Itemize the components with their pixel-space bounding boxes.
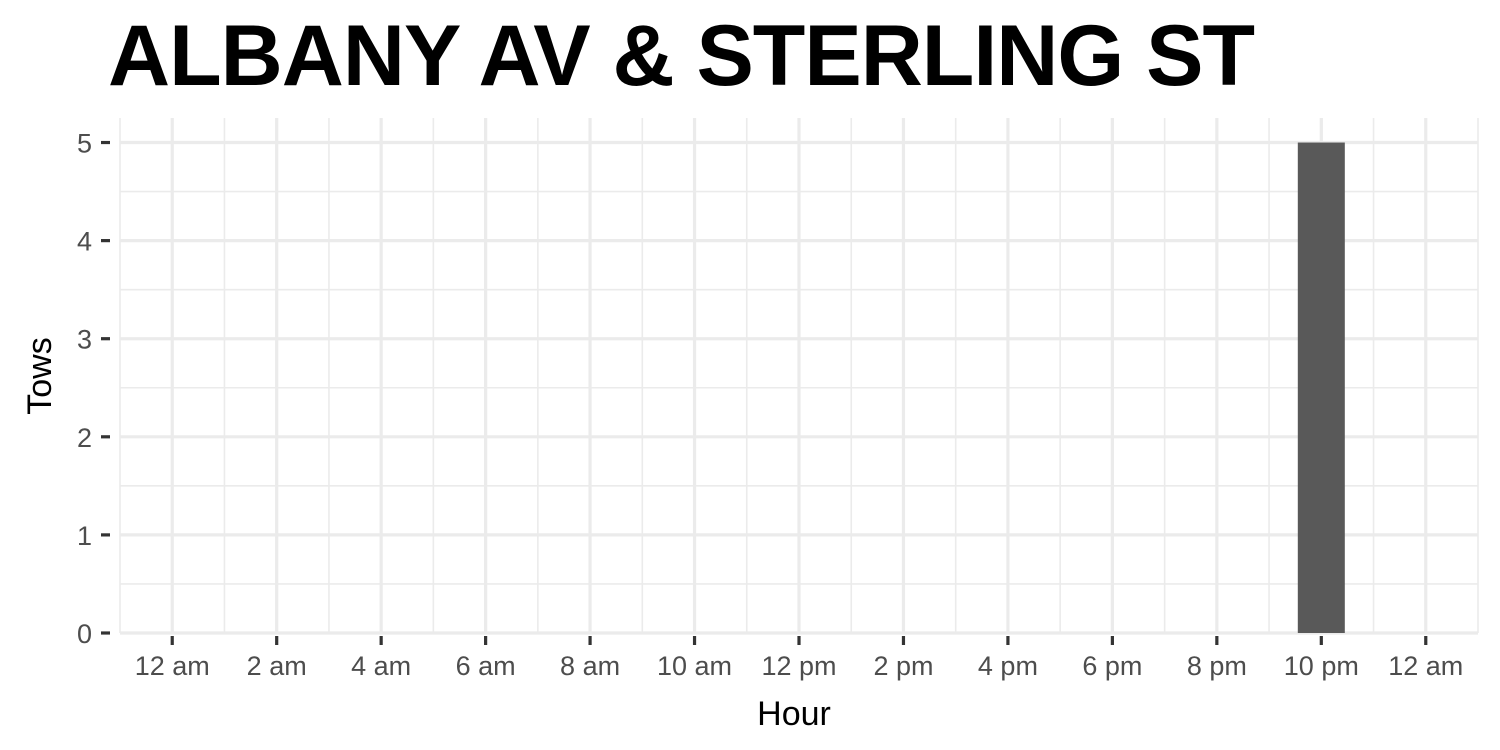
x-tick-label: 2 pm — [873, 651, 933, 681]
x-tick-label: 4 pm — [978, 651, 1038, 681]
y-tick-label: 4 — [77, 227, 92, 257]
x-axis-title: Hour — [757, 695, 831, 733]
y-tick-label: 1 — [77, 521, 92, 551]
x-tick-label: 10 am — [657, 651, 732, 681]
y-axis: 0 1 2 3 4 5 — [77, 129, 110, 649]
x-tick-label: 4 am — [351, 651, 411, 681]
bars — [1297, 142, 1345, 633]
x-tick-label: 2 am — [247, 651, 307, 681]
bar-22 — [1297, 142, 1345, 633]
x-tick-label: 8 am — [560, 651, 620, 681]
x-tick-label: 12 am — [1388, 651, 1463, 681]
y-tick-label: 3 — [77, 325, 92, 355]
y-tick-label: 0 — [77, 619, 92, 649]
x-axis: 12 am 2 am 4 am 6 am 8 am 10 am 12 pm 2 pm 4 pm 6… — [135, 636, 1463, 681]
major-gridlines — [120, 118, 1478, 635]
x-tick-label: 6 pm — [1082, 651, 1142, 681]
y-tick-label: 2 — [77, 423, 92, 453]
x-tick-label: 12 am — [135, 651, 210, 681]
y-axis-title: Tows — [21, 337, 59, 414]
x-tick-label: 12 pm — [761, 651, 836, 681]
x-tick-label: 6 am — [456, 651, 516, 681]
chart-title: ALBANY AV & STERLING ST — [108, 8, 1255, 104]
x-tick-label: 10 pm — [1284, 651, 1359, 681]
x-tick-label: 8 pm — [1187, 651, 1247, 681]
y-tick-label: 5 — [77, 129, 92, 159]
